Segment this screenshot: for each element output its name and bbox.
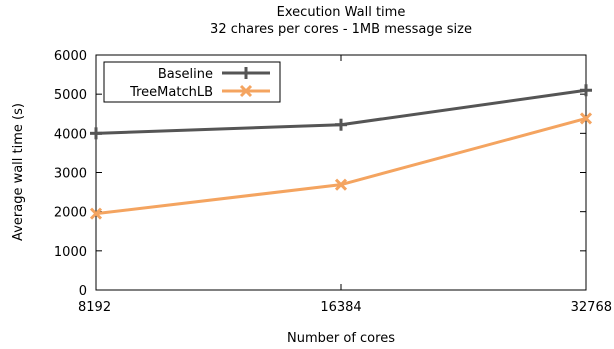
series-line	[95, 117, 587, 216]
chart-title: Execution Wall time	[277, 5, 406, 20]
x-axis: 8192 16384 32768	[78, 55, 612, 315]
y-tick-label: 2000	[54, 206, 87, 221]
y-axis: 0 1000 2000 3000 4000 5000 6000	[54, 49, 586, 299]
y-tick-label: 5000	[54, 88, 87, 103]
series-layer	[89, 84, 593, 220]
legend: Baseline TreeMatchLB	[103, 61, 281, 103]
x-axis-label: Number of cores	[287, 331, 395, 346]
x-tick-label: 8192	[78, 300, 111, 315]
y-tick-label: 0	[79, 284, 87, 299]
y-tick-label: 3000	[54, 167, 87, 182]
y-tick-label: 1000	[54, 245, 87, 260]
cross-marker	[89, 207, 103, 220]
y-tick-label: 6000	[54, 49, 87, 64]
x-tick-label: 16384	[320, 300, 361, 315]
cross-marker	[239, 84, 253, 98]
cross-marker	[334, 178, 348, 191]
cross-marker	[579, 112, 593, 125]
y-tick-label: 4000	[54, 127, 87, 142]
y-axis-label: Average wall time (s)	[11, 103, 26, 241]
legend-label: Baseline	[158, 67, 213, 82]
legend-label: TreeMatchLB	[129, 85, 213, 100]
x-tick-label: 32768	[571, 300, 612, 315]
chart-subtitle: 32 chares per cores - 1MB message size	[210, 22, 472, 37]
